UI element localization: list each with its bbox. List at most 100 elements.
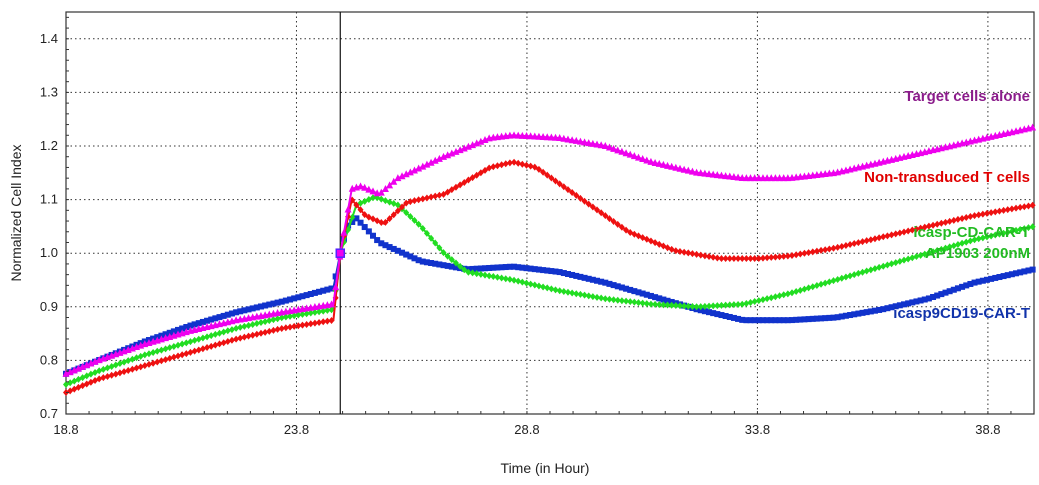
data-point (145, 350, 152, 358)
data-point (876, 234, 883, 242)
data-point (349, 213, 356, 221)
data-point (735, 255, 742, 263)
data-point (772, 253, 779, 261)
data-point (419, 225, 426, 233)
data-point (992, 274, 999, 281)
data-point (759, 296, 766, 304)
data-point (428, 193, 435, 201)
data-point (593, 140, 601, 148)
data-point (270, 300, 277, 307)
y-tick-label: 1.2 (40, 138, 58, 153)
data-point (601, 142, 609, 149)
data-point (871, 307, 878, 314)
data-point (1017, 269, 1024, 276)
data-point (303, 320, 310, 328)
data-point (793, 316, 800, 323)
plot-area (65, 11, 1035, 415)
data-point (183, 339, 190, 347)
data-point (959, 239, 966, 247)
data-point (473, 270, 480, 278)
data-point (954, 215, 961, 223)
data-point (1025, 267, 1032, 274)
data-point (233, 309, 240, 316)
data-point (784, 290, 791, 298)
data-point (494, 273, 501, 281)
data-point (809, 315, 816, 322)
data-point (726, 313, 733, 320)
data-point (419, 162, 427, 170)
data-point (901, 256, 908, 264)
data-point (979, 210, 986, 218)
data-point (871, 235, 878, 243)
data-point (643, 300, 650, 308)
data-point (216, 314, 223, 321)
data-point (382, 242, 389, 249)
data-point (784, 317, 791, 324)
data-point (245, 321, 252, 329)
data-point (394, 247, 401, 254)
data-point (789, 251, 795, 259)
data-point (581, 197, 588, 205)
data-point (511, 276, 518, 284)
data-point (204, 344, 211, 352)
data-point (656, 301, 663, 309)
data-point (950, 242, 957, 250)
data-point (830, 314, 837, 321)
data-point (668, 162, 676, 170)
data-point (983, 209, 990, 217)
data-point (191, 336, 198, 344)
data-point (311, 289, 318, 296)
data-point (473, 171, 480, 179)
data-point (1029, 223, 1036, 231)
data-point (701, 169, 709, 177)
data-point (266, 327, 273, 335)
data-point (706, 253, 713, 261)
data-point (726, 255, 733, 263)
data-point (465, 176, 472, 184)
data-point (158, 346, 165, 354)
data-point (655, 159, 663, 167)
data-point (104, 372, 111, 380)
data-point (838, 274, 845, 282)
data-point (328, 316, 335, 324)
data-point (448, 263, 455, 270)
data-point (295, 322, 302, 330)
data-point (96, 375, 103, 383)
data-point (199, 318, 206, 325)
data-point (548, 268, 555, 275)
data-point (622, 149, 630, 157)
data-point (718, 301, 725, 309)
data-point (381, 185, 389, 193)
data-point (950, 216, 957, 224)
data-point (697, 169, 705, 177)
data-point (606, 215, 613, 223)
data-point (423, 160, 431, 168)
data-point (502, 264, 509, 271)
data-point (639, 155, 647, 163)
data-point (714, 254, 721, 262)
data-point (216, 340, 223, 348)
data-point (605, 143, 613, 151)
data-point (639, 299, 646, 307)
data-point (697, 307, 704, 314)
data-point (577, 273, 584, 280)
data-point (316, 318, 323, 326)
data-point (739, 255, 746, 263)
data-point (602, 295, 609, 303)
data-point (693, 250, 700, 258)
data-point (444, 188, 451, 196)
data-point (1017, 225, 1024, 233)
data-point (631, 298, 638, 306)
data-point (270, 316, 277, 324)
data-point (1029, 266, 1036, 273)
data-point (789, 317, 795, 324)
series-label-icasp-cd-car-t: icasp-CD-CAR-T (913, 224, 1030, 241)
data-point (618, 297, 625, 305)
data-point (942, 289, 949, 296)
data-point (946, 243, 953, 251)
data-point (784, 252, 791, 260)
data-point (880, 306, 887, 313)
data-point (548, 285, 555, 293)
data-point (1008, 227, 1015, 235)
